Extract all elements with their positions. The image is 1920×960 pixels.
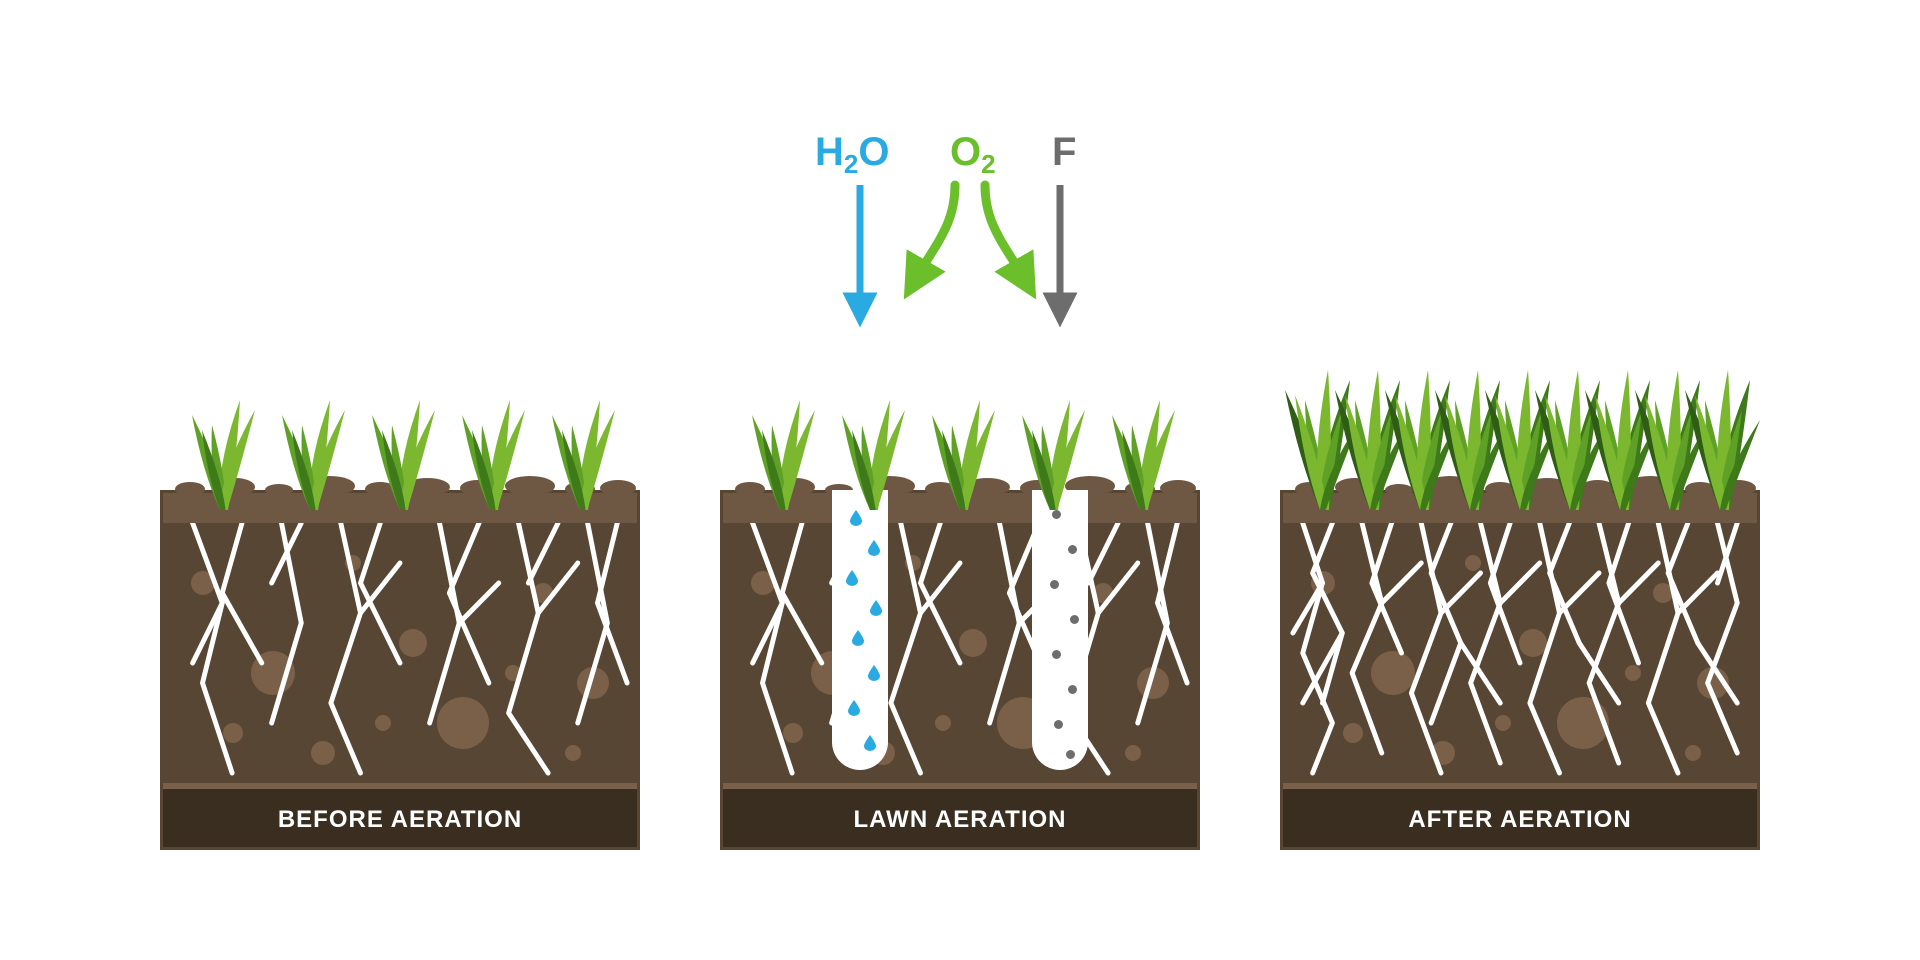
fertilizer-dot-icon: [1070, 615, 1079, 624]
soil-main-layer: [1283, 523, 1757, 783]
aeration-hole-fert: [1032, 490, 1088, 770]
water-drop-icon: [848, 700, 860, 716]
soil-top-layer: [723, 493, 1197, 523]
caption-bar: BEFORE AERATION: [163, 789, 637, 850]
fertilizer-dot-icon: [1052, 650, 1061, 659]
fertilizer-dot-icon: [1068, 545, 1077, 554]
water-drop-icon: [868, 540, 880, 556]
soil-main-layer: [163, 523, 637, 783]
water-drop-icon: [846, 570, 858, 586]
grass-layer: [1280, 350, 1760, 510]
panel-before: BEFORE AERATION: [160, 350, 640, 850]
water-drop-icon: [850, 510, 862, 526]
caption-bar: AFTER AERATION: [1283, 789, 1757, 850]
grass-layer: [720, 350, 1200, 510]
inputs-overlay: H2OO2F: [720, 130, 1200, 360]
panel-during: LAWN AERATION: [720, 350, 1200, 850]
grass-layer: [160, 350, 640, 510]
water-drop-icon: [868, 665, 880, 681]
caption-bar: LAWN AERATION: [723, 789, 1197, 850]
panel-caption: BEFORE AERATION: [278, 806, 522, 834]
fertilizer-dot-icon: [1068, 685, 1077, 694]
soil-main-layer: [723, 523, 1197, 783]
fertilizer-dot-icon: [1054, 720, 1063, 729]
fertilizer-dot-icon: [1050, 580, 1059, 589]
input-arrows: [720, 130, 1200, 360]
soil-block: AFTER AERATION: [1280, 490, 1760, 850]
water-drop-icon: [852, 630, 864, 646]
aeration-hole-water: [832, 490, 888, 770]
fertilizer-dot-icon: [1052, 510, 1061, 519]
soil-block: BEFORE AERATION: [160, 490, 640, 850]
soil-top-layer: [1283, 493, 1757, 523]
soil-block: LAWN AERATION: [720, 490, 1200, 850]
panel-caption: AFTER AERATION: [1408, 806, 1631, 834]
water-drop-icon: [870, 600, 882, 616]
fertilizer-dot-icon: [1066, 750, 1075, 759]
soil-top-layer: [163, 493, 637, 523]
water-drop-icon: [864, 735, 876, 751]
panel-after: AFTER AERATION: [1280, 350, 1760, 850]
panel-caption: LAWN AERATION: [854, 806, 1067, 834]
